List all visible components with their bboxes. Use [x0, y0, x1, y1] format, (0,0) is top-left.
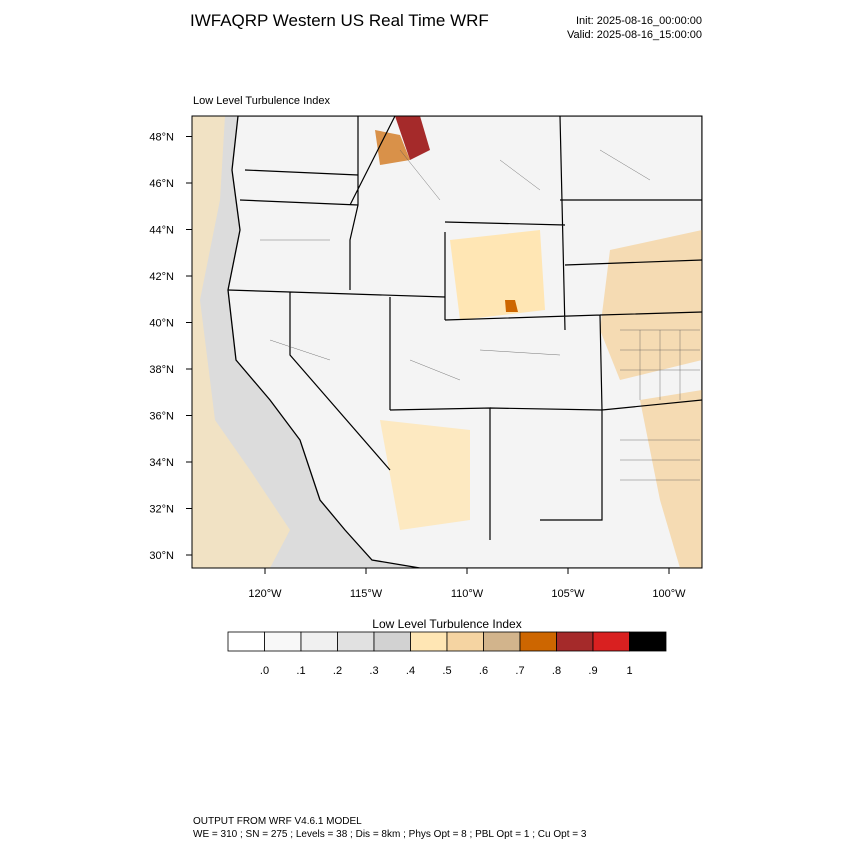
colorbar-box [483, 631, 521, 652]
land [227, 116, 702, 568]
colorbar-box [629, 631, 667, 652]
init-time: Init: 2025-08-16_00:00:00 [576, 15, 702, 27]
map-subtitle: Low Level Turbulence Index [193, 95, 330, 107]
footer-line: OUTPUT FROM WRF V4.6.1 MODEL [193, 816, 362, 827]
colorbar-box [337, 631, 375, 652]
colorbar-label: .0 [260, 665, 269, 677]
colorbar-label: .1 [296, 665, 305, 677]
lat-label: 38°N [149, 364, 174, 376]
colorbar-label: .6 [479, 665, 488, 677]
lon-axis: 120°W 115°W 110°W 105°W 100°W [248, 568, 686, 600]
colorbar-label: .4 [406, 665, 415, 677]
colorbar-box [446, 631, 484, 652]
lon-label: 110°W [451, 588, 484, 600]
lat-label: 34°N [149, 457, 174, 469]
colorado-orange [505, 300, 518, 312]
state-borders [227, 116, 702, 540]
colorbar: .0 .1 .2 .3 .4 .5 .6 .7 .8 .9 1 [227, 631, 667, 677]
lat-label: 36°N [149, 411, 174, 423]
plains-shade [600, 230, 702, 380]
lat-axis: 30°N 32°N 34°N 36°N 38°N 40°N 42°N 44°N 46°N 48°N [149, 132, 192, 562]
lon-label: 100°W [652, 588, 686, 600]
colorbar-label: .9 [588, 665, 597, 677]
valid-time: Valid: 2025-08-16_15:00:00 [567, 29, 702, 41]
colorbar-box [556, 631, 594, 652]
wyoming-shade [450, 230, 545, 320]
lon-label: 105°W [551, 588, 585, 600]
colorbar-box [227, 631, 265, 652]
colorbar-box [519, 631, 557, 652]
county-borders [260, 149, 700, 481]
footer-line: WE = 310 ; SN = 275 ; Levels = 38 ; Dis … [193, 829, 587, 840]
colorbar-box [300, 631, 338, 652]
arizona-shade [380, 420, 470, 530]
map-frame [191, 115, 703, 569]
lat-label: 46°N [149, 178, 174, 190]
colorbar-title: Low Level Turbulence Index [372, 617, 521, 631]
colorbar-box [373, 631, 411, 652]
lon-label: 120°W [248, 588, 282, 600]
colorbar-label: 1 [626, 665, 632, 677]
colorbar-box [410, 631, 448, 652]
colorbar-label: .2 [333, 665, 342, 677]
lat-label: 42°N [149, 271, 174, 283]
colorbar-label: .7 [515, 665, 524, 677]
title: IWFAQRP Western US Real Time WRF [190, 11, 489, 30]
colorbar-label: .3 [369, 665, 378, 677]
colorbar-label: .5 [442, 665, 451, 677]
lat-label: 32°N [149, 504, 174, 516]
colorbar-box [264, 631, 302, 652]
lat-label: 48°N [149, 132, 174, 144]
lat-label: 44°N [149, 225, 174, 237]
colorbar-box [592, 631, 630, 652]
montana-high [395, 116, 430, 160]
colorbar-label: .8 [552, 665, 561, 677]
south-plains-shade [640, 390, 702, 568]
lat-label: 40°N [149, 318, 174, 330]
lon-label: 115°W [350, 588, 383, 600]
lat-label: 30°N [149, 550, 174, 562]
map: 30°N 32°N 34°N 36°N 38°N 40°N 42°N 44°N 46°N 48°N… [149, 115, 703, 600]
offshore-shade [192, 116, 290, 568]
